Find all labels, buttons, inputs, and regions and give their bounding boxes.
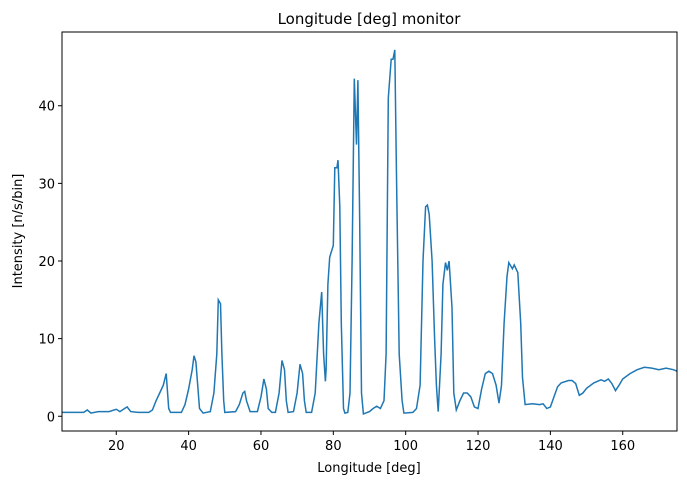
x-tick-label: 80 <box>325 439 342 454</box>
y-tick-label: 20 <box>38 255 55 270</box>
line <box>62 49 678 415</box>
x-tick-label: 40 <box>180 439 197 454</box>
x-tick-label: 160 <box>610 439 635 454</box>
y-tick-label: 10 <box>38 333 55 348</box>
x-axis-label: Longitude [deg] <box>317 461 420 476</box>
axes-frame <box>61 31 678 432</box>
y-tick-label: 0 <box>47 410 55 425</box>
y-tick-label: 30 <box>38 177 55 192</box>
x-tick-label: 100 <box>393 439 418 454</box>
y-axis-label: Intensity [n/s/bin] <box>11 174 26 289</box>
chart-title: Longitude [deg] monitor <box>278 10 462 28</box>
x-tick-label: 140 <box>538 439 563 454</box>
x-tick-label: 120 <box>466 439 491 454</box>
x-tick-label: 60 <box>253 439 270 454</box>
y-tick-label: 40 <box>38 100 55 115</box>
x-tick-label: 20 <box>108 439 125 454</box>
